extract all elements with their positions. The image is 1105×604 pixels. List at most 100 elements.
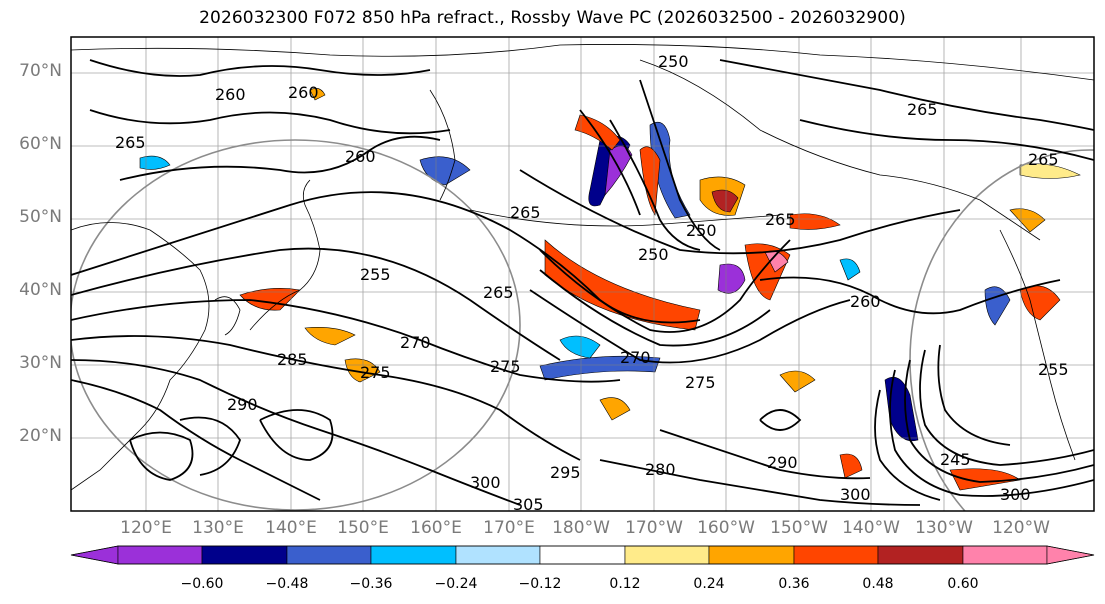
contour-label: 270	[620, 348, 651, 367]
lat-label-50: 50°N	[19, 207, 62, 227]
refractivity-contours	[71, 59, 1094, 506]
patch-negative	[717, 263, 746, 294]
colorbar-segment	[201, 545, 288, 565]
contour-label: 295	[550, 463, 581, 482]
patch-positive	[639, 146, 661, 216]
colorbar-outline	[70, 545, 1095, 565]
coastline-aleutians	[469, 209, 781, 227]
contour-label: 280	[645, 460, 676, 479]
colorbar-tick: 0.48	[862, 576, 894, 592]
coastline-alaska	[639, 59, 1041, 241]
colorbar	[70, 545, 1095, 565]
contour-label: 265	[483, 283, 514, 302]
patch-negative	[984, 286, 1011, 326]
colorbar-tick: 0.24	[693, 576, 725, 592]
lon-label-160e: 160°E	[410, 518, 462, 538]
coastline-arctic	[71, 44, 1094, 81]
lat-label-30: 30°N	[19, 353, 62, 373]
contour-label: 250	[658, 52, 689, 71]
lon-label-170e: 170°E	[483, 518, 535, 538]
contour-label: 260	[288, 83, 319, 102]
lat-label-60: 60°N	[19, 134, 62, 154]
contour-label: 260	[215, 85, 246, 104]
patch-positive	[304, 327, 356, 346]
colorbar-tick: 0.12	[609, 576, 641, 592]
lat-label-20: 20°N	[19, 426, 62, 446]
colorbar-segment	[708, 545, 795, 565]
colorbar-tick: −0.24	[434, 576, 478, 592]
contour-label: 285	[277, 350, 308, 369]
colorbar-tick: −0.60	[180, 576, 224, 592]
contour-label: 260	[850, 292, 881, 311]
colorbar-segment	[539, 545, 626, 565]
contour-label: 270	[400, 333, 431, 352]
colorbar-extend-left	[70, 545, 119, 565]
colorbar-tick: −0.48	[265, 576, 309, 592]
contour-label: 265	[907, 100, 938, 119]
contour-label: 265	[510, 203, 541, 222]
colorbar-tick: −0.36	[349, 576, 393, 592]
map-frame	[70, 36, 1095, 512]
colorbar-segment	[624, 545, 710, 565]
colorbar-tick: −0.12	[518, 576, 562, 592]
contour-label: 250	[686, 221, 717, 240]
contour-label: 245	[940, 450, 971, 469]
coastlines	[71, 44, 1094, 491]
colorbar-segment	[793, 545, 879, 565]
colorbar-segment	[455, 545, 541, 565]
patch-positive	[1019, 163, 1081, 179]
contour-label: 265	[115, 133, 146, 152]
contour-label: 265	[765, 210, 796, 229]
contour-label: 260	[345, 147, 376, 166]
lon-label-160w: 160°W	[697, 518, 755, 538]
patch-positive	[779, 370, 816, 393]
coastline-asia	[71, 222, 210, 491]
contour-label: 265	[1028, 150, 1059, 169]
lon-label-170w: 170°W	[625, 518, 683, 538]
anomaly-patches	[139, 88, 1081, 491]
lon-label-130w: 130°W	[915, 518, 973, 538]
patch-positive	[711, 189, 739, 213]
colorbar-tick: 0.36	[778, 576, 810, 592]
contour-label: 300	[1000, 485, 1031, 504]
contour-label: 255	[1038, 360, 1069, 379]
colorbar-segment	[286, 545, 372, 565]
contour-label: 250	[638, 245, 669, 264]
graticule	[71, 37, 1094, 511]
lon-label-130e: 130°E	[192, 518, 244, 538]
lon-label-120e: 120°E	[120, 518, 172, 538]
lon-label-120w: 120°W	[992, 518, 1050, 538]
contour-label: 300	[840, 485, 871, 504]
coastline-kamchatka	[429, 89, 456, 201]
lon-label-180w: 180°W	[552, 518, 610, 538]
contour-label: 305	[513, 495, 544, 514]
contour-label: 255	[360, 265, 391, 284]
patch-positive	[839, 453, 863, 479]
patch-positive	[1009, 208, 1046, 233]
colorbar-segment	[117, 545, 203, 565]
map-title: 2026032300 F072 850 hPa refract., Rossby…	[199, 8, 906, 28]
patch-negative	[839, 258, 861, 281]
coastline-japan	[249, 179, 321, 331]
patch-negative	[559, 335, 601, 359]
contour-label-group: 250 250 250 255 255 260 260 260 260 265 …	[115, 52, 1069, 514]
contour-label: 300	[470, 473, 501, 492]
colorbar-segment	[877, 545, 964, 565]
lon-label-150w: 150°W	[770, 518, 828, 538]
lon-label-140w: 140°W	[842, 518, 900, 538]
contour-label: 275	[685, 373, 716, 392]
patch-negative	[884, 376, 919, 442]
colorbar-segment	[370, 545, 457, 565]
lat-label-70: 70°N	[19, 61, 62, 81]
lon-label-150e: 150°E	[337, 518, 389, 538]
colorbar-extend-right	[1046, 545, 1095, 565]
coastline-na-west	[999, 229, 1076, 461]
colorbar-tick: 0.60	[947, 576, 979, 592]
contour-label: 275	[360, 363, 391, 382]
patch-positive	[309, 88, 326, 101]
lon-label-140e: 140°E	[265, 518, 317, 538]
contour-label: 275	[490, 357, 521, 376]
contour-label: 290	[227, 395, 258, 414]
coastline-korea	[214, 296, 241, 336]
